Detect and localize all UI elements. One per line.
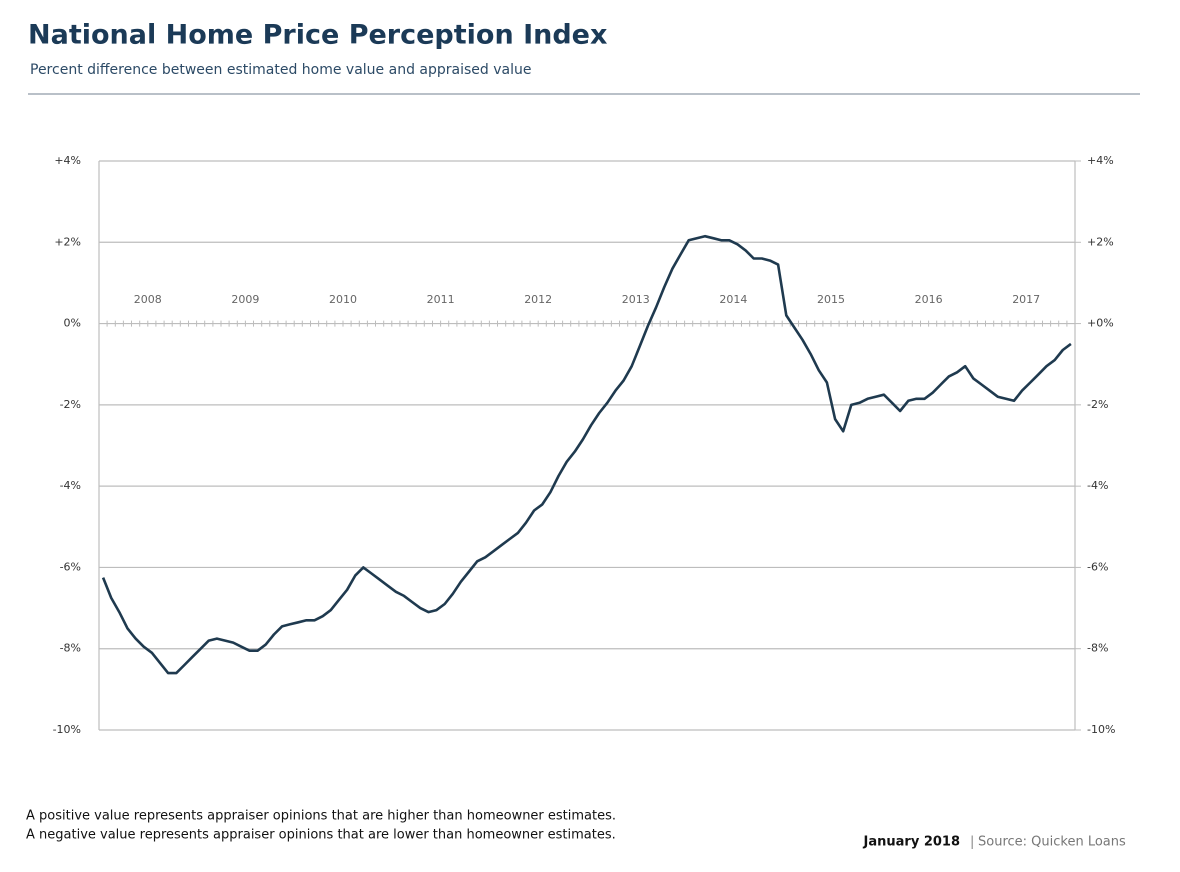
y2-tick-label: -8%: [1087, 642, 1108, 655]
source: Source: Quicken Loans: [978, 835, 1126, 850]
x-tick-label: 2012: [524, 293, 552, 306]
y-tick-label: +4%: [54, 154, 81, 167]
y2-tick-label: +4%: [1087, 154, 1114, 167]
y2-tick-label: -6%: [1087, 560, 1108, 573]
date: January 2018: [863, 835, 960, 850]
y-tick-label: +2%: [54, 235, 81, 248]
month-ticks: [98, 320, 1076, 327]
y-tick-label: -10%: [53, 723, 81, 736]
x-tick-label: 2010: [329, 293, 357, 306]
x-tick-label: 2014: [719, 293, 747, 306]
y2-tick-label: -4%: [1087, 479, 1108, 492]
x-tick-label: 2016: [915, 293, 943, 306]
y2-tick-label: +2%: [1087, 235, 1114, 248]
x-tick-label: 2017: [1012, 293, 1040, 306]
chart-title: National Home Price Perception Index: [28, 20, 607, 51]
y2-tick-label: -2%: [1087, 398, 1108, 411]
chart-subtitle: Percent difference between estimated hom…: [30, 62, 531, 78]
x-tick-label: 2008: [134, 293, 162, 306]
y-tick-label: -4%: [60, 479, 81, 492]
x-tick-label: 2015: [817, 293, 845, 306]
y-tick-label: 0%: [64, 317, 81, 330]
y2-tick-label: +0%: [1087, 317, 1114, 330]
note: A negative value represents appraiser op…: [26, 828, 616, 843]
y2-tick-label: -10%: [1087, 723, 1115, 736]
y-tick-label: -6%: [60, 560, 81, 573]
data-line: [101, 234, 1072, 675]
y-tick-label: -2%: [60, 398, 81, 411]
note: A positive value represents appraiser op…: [26, 809, 616, 824]
x-tick-label: 2011: [427, 293, 455, 306]
x-tick-label: 2009: [231, 293, 259, 306]
y-tick-label: -8%: [60, 642, 81, 655]
x-tick-label: 2013: [622, 293, 650, 306]
separator: |: [970, 835, 974, 850]
